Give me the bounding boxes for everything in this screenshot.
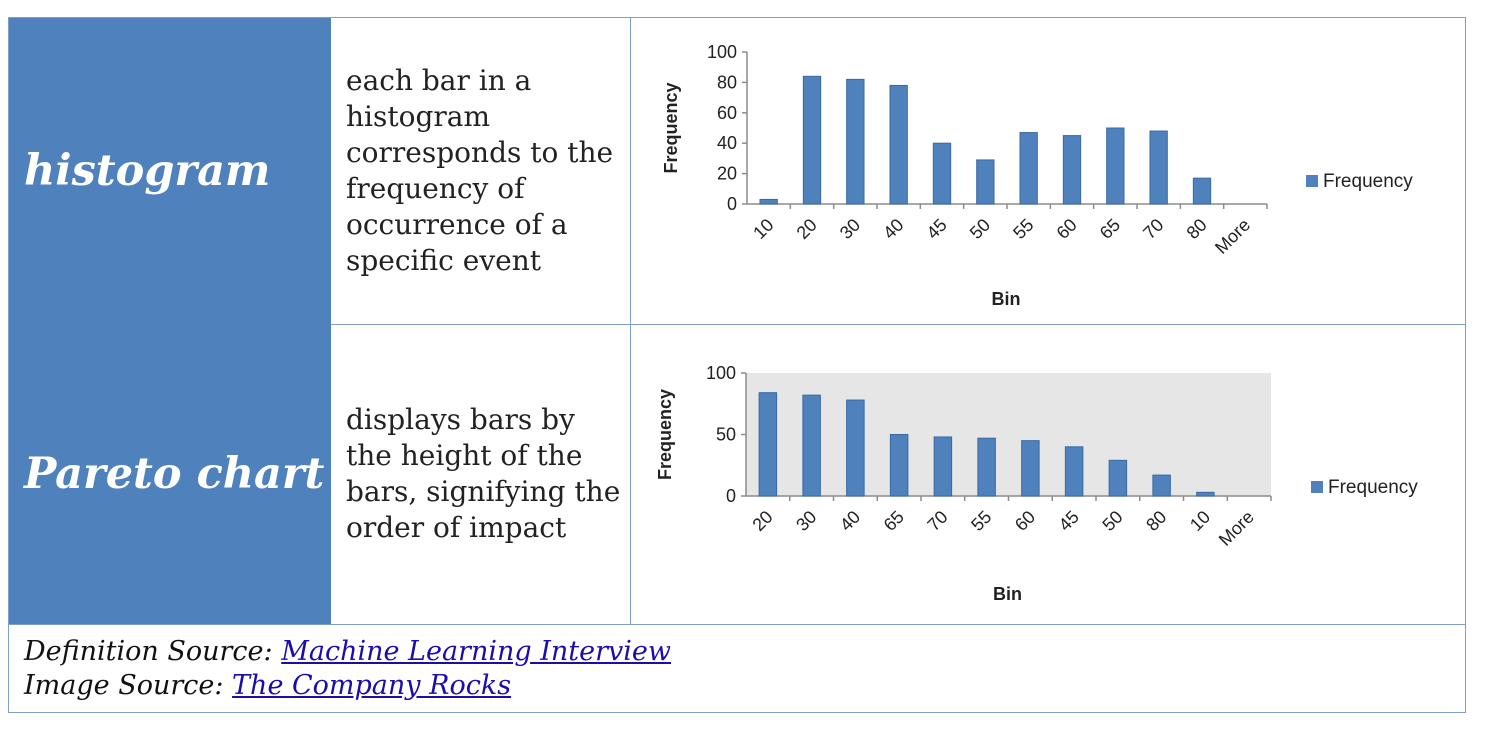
y-tick-label: 100 xyxy=(706,363,736,383)
y-tick-label: 100 xyxy=(707,42,737,62)
definition-source-line: Definition Source: Machine Learning Inte… xyxy=(24,635,1465,669)
bar xyxy=(1192,177,1212,205)
image-source-prefix: Image Source: xyxy=(24,670,233,701)
x-tick-label: 70 xyxy=(923,507,951,535)
y-axis-title: Frequency xyxy=(655,389,675,480)
x-tick-label: 40 xyxy=(836,507,864,535)
row-divider xyxy=(331,324,1465,325)
x-tick-label: 65 xyxy=(1096,215,1124,243)
y-tick-label: 60 xyxy=(717,103,737,123)
image-source-link[interactable]: The Company Rocks xyxy=(232,670,512,701)
y-tick-label: 0 xyxy=(726,486,736,506)
bar xyxy=(846,399,865,497)
bar xyxy=(1062,135,1082,205)
x-tick-label: 80 xyxy=(1183,215,1211,243)
x-tick-label: 70 xyxy=(1139,215,1167,243)
bar xyxy=(1149,130,1168,205)
x-tick-label: 65 xyxy=(880,507,908,535)
histogram-chart-cell: 0 20 40 60 80 100 10 20 30 40 45 50 55 60 65 70 80 More Bi… xyxy=(631,18,1465,324)
term-label: Pareto chart xyxy=(24,449,325,499)
x-axis-title: Bin xyxy=(993,584,1022,604)
bar xyxy=(1152,474,1171,497)
x-tick-label: 80 xyxy=(1142,507,1170,535)
y-tick-label: 20 xyxy=(717,164,737,184)
bar xyxy=(889,84,908,205)
bar xyxy=(977,437,996,497)
term-histogram: histogram xyxy=(9,18,331,324)
bar xyxy=(932,142,952,205)
bar xyxy=(933,436,953,497)
bar xyxy=(802,75,822,205)
x-tick-label: 20 xyxy=(748,507,776,535)
bar xyxy=(759,198,778,205)
x-tick-label: 10 xyxy=(749,215,777,243)
x-tick-label: 45 xyxy=(923,215,951,243)
bar xyxy=(846,78,865,205)
bar xyxy=(1064,446,1084,497)
bar xyxy=(889,434,909,497)
bar xyxy=(802,394,821,497)
y-axis-title: Frequency xyxy=(661,82,681,173)
legend-label: Frequency xyxy=(1328,477,1418,498)
x-tick-label: 50 xyxy=(966,215,994,243)
pareto-chart: 0 50 100 20 30 40 65 70 55 60 45 50 80 10 More Bin Frequ… xyxy=(655,363,1418,604)
image-source-line: Image Source: The Company Rocks xyxy=(24,669,1465,703)
bar xyxy=(976,159,995,205)
term-label: histogram xyxy=(24,146,271,196)
bar xyxy=(758,392,778,497)
bar xyxy=(1021,440,1040,497)
x-tick-label: 20 xyxy=(793,215,821,243)
y-tick-label: 40 xyxy=(717,133,737,153)
x-tick-label: 55 xyxy=(967,507,995,535)
x-tick-label: 30 xyxy=(836,215,864,243)
definition-text: each bar in a histogram corresponds to t… xyxy=(346,64,614,277)
x-tick-label: 60 xyxy=(1011,507,1039,535)
legend-swatch xyxy=(1306,175,1318,187)
x-tick-label: 10 xyxy=(1186,507,1214,535)
x-axis-title: Bin xyxy=(992,289,1021,309)
bar xyxy=(1019,132,1038,205)
legend-label: Frequency xyxy=(1323,171,1413,192)
x-tick-label: 50 xyxy=(1098,507,1126,535)
plot-area xyxy=(746,373,1271,496)
pareto-chart-cell: 0 50 100 20 30 40 65 70 55 60 45 50 80 10 More Bin Frequ… xyxy=(631,324,1465,624)
term-pareto-chart: Pareto chart xyxy=(9,324,331,624)
definition-text: displays bars by the height of the bars,… xyxy=(346,403,621,544)
bar xyxy=(1108,459,1128,497)
x-tick-label: 45 xyxy=(1055,507,1083,535)
definition-table: histogram each bar in a histogram corres… xyxy=(8,17,1466,713)
bar xyxy=(1106,127,1125,205)
y-tick-label: 80 xyxy=(717,72,737,92)
definition-pareto-chart: displays bars by the height of the bars,… xyxy=(331,324,631,624)
bar xyxy=(1196,491,1215,497)
y-tick-label: 0 xyxy=(727,194,737,214)
x-tick-label: 30 xyxy=(792,507,820,535)
legend-swatch xyxy=(1311,481,1323,493)
definition-histogram: each bar in a histogram corresponds to t… xyxy=(331,18,631,324)
x-tick-label: 40 xyxy=(879,215,907,243)
definition-source-link[interactable]: Machine Learning Interview xyxy=(281,636,672,667)
definition-source-prefix: Definition Source: xyxy=(24,636,282,667)
sources-footer: Definition Source: Machine Learning Inte… xyxy=(9,624,1465,712)
x-tick-label: 55 xyxy=(1009,215,1037,243)
x-tick-label: 60 xyxy=(1053,215,1081,243)
x-tick-label: More xyxy=(1211,215,1254,258)
y-tick-label: 50 xyxy=(716,425,736,445)
x-tick-label: More xyxy=(1215,507,1258,550)
